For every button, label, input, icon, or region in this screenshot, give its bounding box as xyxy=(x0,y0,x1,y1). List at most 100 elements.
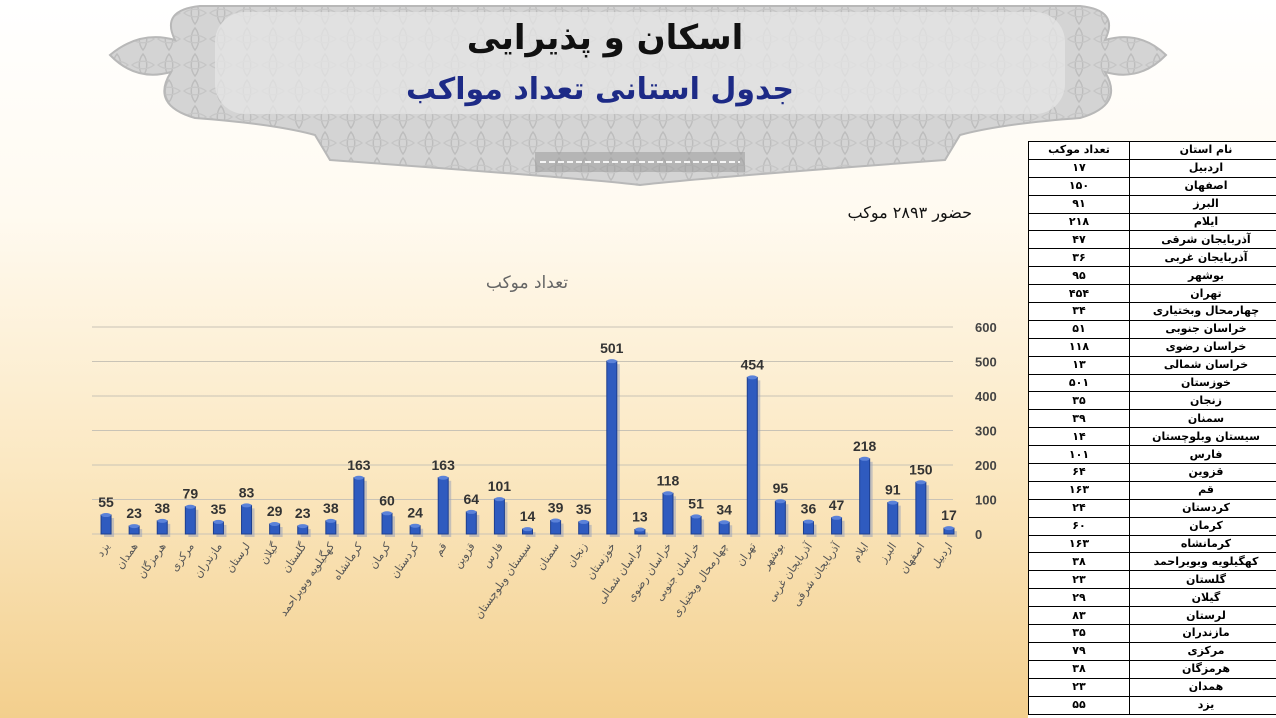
province-name-cell: اردبیل xyxy=(1129,158,1276,178)
table-row: البرز ۹۱ xyxy=(1028,194,1276,214)
bar xyxy=(100,514,112,535)
table-row: همدان ۲۳ xyxy=(1028,677,1276,697)
x-tick-label: اصفهان xyxy=(897,540,927,576)
province-count-cell: ۶۴ xyxy=(1028,463,1130,482)
data-label: 29 xyxy=(267,503,283,519)
data-label: 218 xyxy=(853,438,877,454)
province-name-cell: کهگیلویه وبویراحمد xyxy=(1129,552,1276,572)
table-row: فارس ۱۰۱ xyxy=(1028,445,1276,465)
province-count-cell: ۵۱ xyxy=(1028,319,1130,339)
province-count-cell: ۲۱۸ xyxy=(1028,212,1130,232)
bar-cap xyxy=(915,480,926,485)
x-tick-label: زنجان xyxy=(564,540,590,569)
bar-cap xyxy=(803,519,814,524)
x-tick-label: البرز xyxy=(876,540,899,566)
bar-cap xyxy=(831,515,842,520)
province-count-cell: ۲۳ xyxy=(1028,570,1130,590)
x-tick-label: کردستان xyxy=(388,540,422,581)
banner-inner-panel xyxy=(215,12,1065,114)
data-label: 23 xyxy=(295,505,311,521)
table-row: تهران ۴۵۴ xyxy=(1028,284,1276,304)
data-label: 35 xyxy=(576,501,592,517)
y-tick-label: 300 xyxy=(975,424,997,439)
province-name-cell: بوشهر xyxy=(1129,266,1276,286)
province-count-cell: ۱۱۸ xyxy=(1028,337,1130,357)
province-name-cell: سمنان xyxy=(1129,409,1276,429)
presence-note: حضور ۲۸۹۳ موکب xyxy=(847,203,972,222)
bar-shadow xyxy=(637,532,648,537)
data-label: 51 xyxy=(688,495,704,511)
table-row: بوشهر ۹۵ xyxy=(1028,266,1276,286)
y-tick-label: 600 xyxy=(975,320,997,335)
x-tick-label: گیلان xyxy=(257,540,281,567)
province-count-cell: ۳۶ xyxy=(1028,248,1130,268)
province-name-cell: ایلام xyxy=(1129,212,1276,232)
chart-title: تعداد موکب xyxy=(486,273,568,293)
province-count-cell: ۲۴ xyxy=(1028,498,1130,518)
province-count-cell: ۹۱ xyxy=(1028,194,1130,214)
data-label: 24 xyxy=(407,505,423,521)
province-count-cell: ۸۳ xyxy=(1028,606,1130,626)
table-row: گلستان ۲۳ xyxy=(1028,570,1276,590)
province-count-cell: ۳۸ xyxy=(1028,552,1130,572)
data-label: 91 xyxy=(885,482,901,498)
province-count-cell: ۹۵ xyxy=(1028,266,1130,286)
bar-cap xyxy=(859,456,870,461)
data-label: 17 xyxy=(941,507,957,523)
bar-cap xyxy=(213,519,224,524)
province-count-cell: ۱۰۱ xyxy=(1028,445,1130,465)
province-count-cell: ۴۷ xyxy=(1028,230,1130,250)
bar-cap xyxy=(157,518,168,523)
data-label: 163 xyxy=(347,457,371,473)
data-label: 454 xyxy=(741,356,765,372)
bar-cap xyxy=(466,509,477,514)
data-label: 36 xyxy=(801,501,817,517)
bar-cap xyxy=(101,513,112,518)
data-label: 38 xyxy=(154,500,170,516)
data-label: 55 xyxy=(98,494,114,510)
bar xyxy=(662,492,674,535)
province-count-cell: ۱۴ xyxy=(1028,427,1130,447)
province-name-cell: خوزستان xyxy=(1129,373,1276,393)
data-label: 23 xyxy=(126,505,142,521)
table-row: قم ۱۶۳ xyxy=(1028,480,1276,500)
table-row: خوزستان ۵۰۱ xyxy=(1028,373,1276,393)
bar-shadow xyxy=(525,532,536,537)
table-row: اصفهان ۱۵۰ xyxy=(1028,176,1276,196)
x-tick-label: تهران xyxy=(734,540,759,568)
province-count-cell: ۳۵ xyxy=(1028,624,1130,643)
bar xyxy=(915,481,927,535)
x-tick-label: کهگیلویه وبویراحمد xyxy=(277,540,338,619)
bar-cap xyxy=(747,375,758,380)
bar xyxy=(353,477,365,535)
province-count-cell: ۲۹ xyxy=(1028,588,1130,608)
table-row: کرمان ۶۰ xyxy=(1028,516,1276,536)
bar-cap xyxy=(297,524,308,529)
bar-cap xyxy=(775,499,786,504)
table-row: مازندران ۳۵ xyxy=(1028,624,1276,643)
table-row: سمنان ۳۹ xyxy=(1028,409,1276,429)
data-label: 38 xyxy=(323,500,339,516)
province-name-cell: کرمان xyxy=(1129,516,1276,536)
bar-cap xyxy=(606,359,617,364)
data-label: 150 xyxy=(909,461,933,477)
province-name-cell: خراسان رضوی xyxy=(1129,337,1276,357)
data-label: 14 xyxy=(520,508,536,524)
ornamental-banner xyxy=(108,5,1168,187)
bar-cap xyxy=(887,500,898,505)
province-name-cell: قزوین xyxy=(1129,463,1276,482)
bar xyxy=(241,504,253,535)
y-tick-label: 400 xyxy=(975,389,997,404)
table-row: خراسان جنوبی ۵۱ xyxy=(1028,319,1276,339)
province-count-cell: ۱۶۳ xyxy=(1028,480,1130,500)
table-header-row: نام استان تعداد موکب xyxy=(1028,141,1276,160)
bar-cap xyxy=(634,527,645,532)
bar-cap xyxy=(719,520,730,525)
table-row: کرمانشاه ۱۶۳ xyxy=(1028,534,1276,554)
x-tick-label: لرستان xyxy=(223,540,253,575)
province-count-cell: ۴۵۴ xyxy=(1028,284,1130,304)
bar xyxy=(859,458,871,535)
data-label: 64 xyxy=(464,491,480,507)
province-name-cell: زنجان xyxy=(1129,391,1276,411)
table-row: کردستان ۲۴ xyxy=(1028,498,1276,518)
